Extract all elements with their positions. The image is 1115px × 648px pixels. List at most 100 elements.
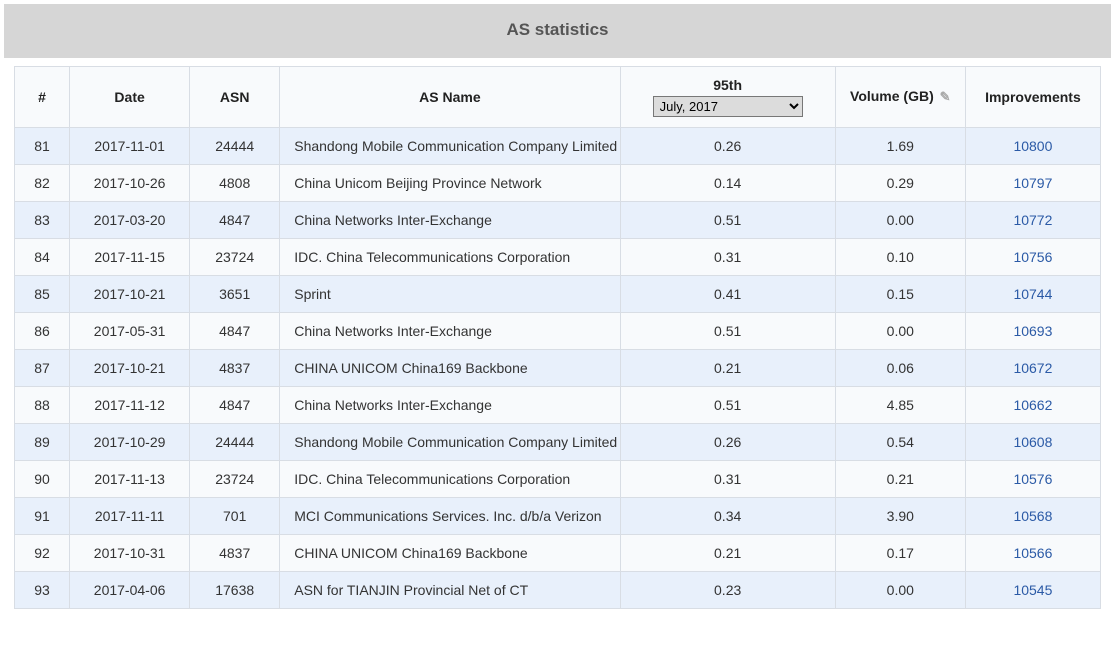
cell-improvements: 10772: [965, 201, 1100, 238]
col-header-date[interactable]: Date: [70, 67, 190, 128]
cell-asname: IDC. China Telecommunications Corporatio…: [280, 460, 620, 497]
table-row: 922017-10-314837CHINA UNICOM China169 Ba…: [15, 534, 1101, 571]
cell-date: 2017-10-21: [70, 275, 190, 312]
cell-date: 2017-10-31: [70, 534, 190, 571]
cell-improvements: 10545: [965, 571, 1100, 608]
col-header-improvements[interactable]: Improvements: [965, 67, 1100, 128]
cell-num: 83: [15, 201, 70, 238]
cell-asname: China Networks Inter-Exchange: [280, 386, 620, 423]
cell-num: 91: [15, 497, 70, 534]
table-row: 812017-11-0124444Shandong Mobile Communi…: [15, 127, 1101, 164]
cell-date: 2017-10-29: [70, 423, 190, 460]
cell-date: 2017-11-11: [70, 497, 190, 534]
table-header-row: # Date ASN AS Name 95th July, 2017 Volum…: [15, 67, 1101, 128]
table-body: 812017-11-0124444Shandong Mobile Communi…: [15, 127, 1101, 608]
improvements-link[interactable]: 10772: [1013, 212, 1052, 228]
cell-p95: 0.14: [620, 164, 835, 201]
cell-asname: CHINA UNICOM China169 Backbone: [280, 534, 620, 571]
table-container: # Date ASN AS Name 95th July, 2017 Volum…: [0, 66, 1115, 609]
p95-month-select[interactable]: July, 2017: [653, 96, 803, 117]
cell-asname: Shandong Mobile Communication Company Li…: [280, 423, 620, 460]
cell-volume: 0.00: [835, 201, 965, 238]
cell-improvements: 10693: [965, 312, 1100, 349]
cell-num: 85: [15, 275, 70, 312]
cell-improvements: 10756: [965, 238, 1100, 275]
cell-asn: 701: [190, 497, 280, 534]
table-row: 882017-11-124847China Networks Inter-Exc…: [15, 386, 1101, 423]
table-row: 892017-10-2924444Shandong Mobile Communi…: [15, 423, 1101, 460]
cell-num: 90: [15, 460, 70, 497]
improvements-link[interactable]: 10545: [1013, 582, 1052, 598]
cell-date: 2017-11-12: [70, 386, 190, 423]
cell-p95: 0.51: [620, 201, 835, 238]
cell-asn: 4808: [190, 164, 280, 201]
cell-volume: 3.90: [835, 497, 965, 534]
cell-num: 81: [15, 127, 70, 164]
pencil-icon[interactable]: ✎: [940, 89, 951, 104]
col-header-p95-label[interactable]: 95th: [631, 77, 825, 94]
col-header-asn[interactable]: ASN: [190, 67, 280, 128]
cell-improvements: 10744: [965, 275, 1100, 312]
cell-volume: 0.54: [835, 423, 965, 460]
table-row: 912017-11-11701MCI Communications Servic…: [15, 497, 1101, 534]
cell-p95: 0.26: [620, 423, 835, 460]
panel-title: AS statistics: [4, 4, 1111, 58]
cell-asn: 4847: [190, 201, 280, 238]
table-row: 842017-11-1523724IDC. China Telecommunic…: [15, 238, 1101, 275]
improvements-link[interactable]: 10672: [1013, 360, 1052, 376]
cell-num: 82: [15, 164, 70, 201]
cell-asn: 24444: [190, 423, 280, 460]
cell-p95: 0.26: [620, 127, 835, 164]
cell-date: 2017-11-15: [70, 238, 190, 275]
cell-volume: 4.85: [835, 386, 965, 423]
improvements-link[interactable]: 10797: [1013, 175, 1052, 191]
cell-asname: ASN for TIANJIN Provincial Net of CT: [280, 571, 620, 608]
improvements-link[interactable]: 10568: [1013, 508, 1052, 524]
cell-improvements: 10608: [965, 423, 1100, 460]
cell-asname: MCI Communications Services. Inc. d/b/a …: [280, 497, 620, 534]
improvements-link[interactable]: 10566: [1013, 545, 1052, 561]
cell-date: 2017-11-01: [70, 127, 190, 164]
improvements-link[interactable]: 10800: [1013, 138, 1052, 154]
cell-num: 87: [15, 349, 70, 386]
cell-date: 2017-05-31: [70, 312, 190, 349]
improvements-link[interactable]: 10756: [1013, 249, 1052, 265]
cell-num: 84: [15, 238, 70, 275]
cell-asn: 4837: [190, 349, 280, 386]
cell-p95: 0.23: [620, 571, 835, 608]
cell-date: 2017-11-13: [70, 460, 190, 497]
cell-asname: China Networks Inter-Exchange: [280, 312, 620, 349]
cell-p95: 0.21: [620, 349, 835, 386]
improvements-link[interactable]: 10576: [1013, 471, 1052, 487]
cell-asn: 23724: [190, 460, 280, 497]
table-row: 902017-11-1323724IDC. China Telecommunic…: [15, 460, 1101, 497]
cell-asn: 4837: [190, 534, 280, 571]
cell-p95: 0.51: [620, 386, 835, 423]
col-header-asname[interactable]: AS Name: [280, 67, 620, 128]
improvements-link[interactable]: 10608: [1013, 434, 1052, 450]
cell-date: 2017-10-21: [70, 349, 190, 386]
cell-volume: 1.69: [835, 127, 965, 164]
cell-asname: Sprint: [280, 275, 620, 312]
cell-improvements: 10568: [965, 497, 1100, 534]
table-row: 872017-10-214837CHINA UNICOM China169 Ba…: [15, 349, 1101, 386]
cell-volume: 0.21: [835, 460, 965, 497]
cell-asname: IDC. China Telecommunications Corporatio…: [280, 238, 620, 275]
cell-num: 86: [15, 312, 70, 349]
cell-p95: 0.21: [620, 534, 835, 571]
col-header-num[interactable]: #: [15, 67, 70, 128]
improvements-link[interactable]: 10693: [1013, 323, 1052, 339]
cell-asn: 4847: [190, 312, 280, 349]
cell-volume: 0.06: [835, 349, 965, 386]
cell-improvements: 10797: [965, 164, 1100, 201]
cell-p95: 0.51: [620, 312, 835, 349]
cell-asname: China Unicom Beijing Province Network: [280, 164, 620, 201]
improvements-link[interactable]: 10744: [1013, 286, 1052, 302]
cell-asn: 24444: [190, 127, 280, 164]
improvements-link[interactable]: 10662: [1013, 397, 1052, 413]
cell-improvements: 10672: [965, 349, 1100, 386]
cell-improvements: 10800: [965, 127, 1100, 164]
cell-num: 88: [15, 386, 70, 423]
col-header-volume[interactable]: Volume (GB) ✎: [835, 67, 965, 128]
cell-volume: 0.29: [835, 164, 965, 201]
